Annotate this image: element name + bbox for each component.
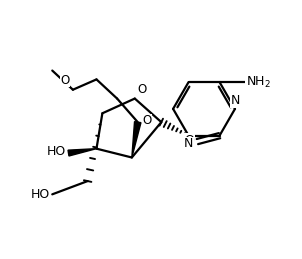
Text: O: O bbox=[60, 74, 69, 87]
Text: N: N bbox=[230, 94, 240, 107]
Text: O: O bbox=[142, 114, 151, 127]
Polygon shape bbox=[132, 121, 141, 157]
Text: O: O bbox=[138, 83, 147, 96]
Text: HO: HO bbox=[31, 188, 50, 201]
Text: HO: HO bbox=[47, 145, 66, 158]
Text: N: N bbox=[184, 137, 193, 150]
Text: O: O bbox=[184, 134, 194, 147]
Polygon shape bbox=[68, 149, 96, 156]
Text: NH$_2$: NH$_2$ bbox=[246, 75, 271, 90]
